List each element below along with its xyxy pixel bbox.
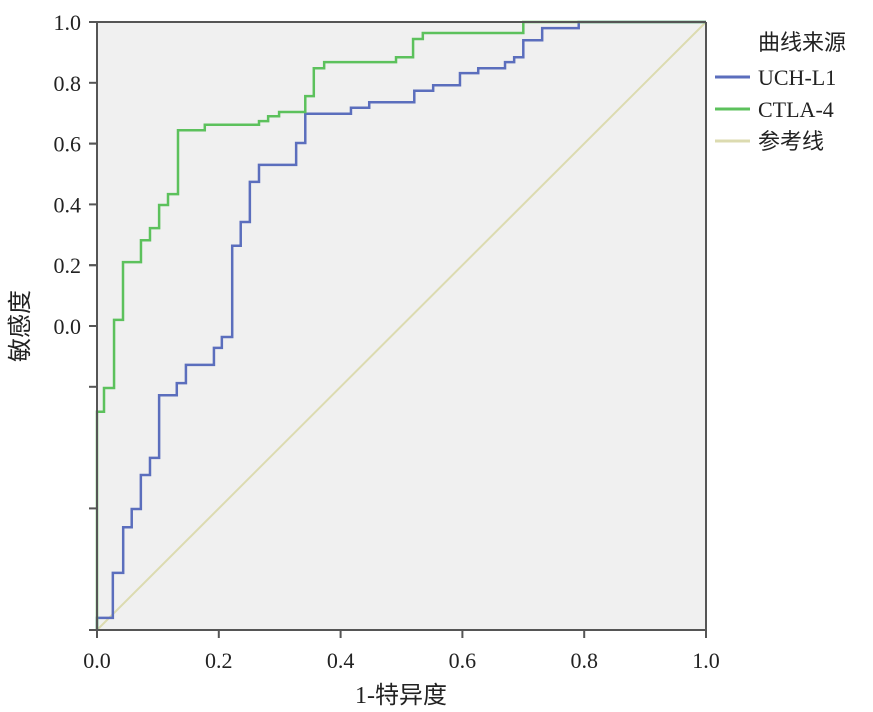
x-tick-label: 0.0	[83, 648, 111, 673]
legend-item-label: CTLA-4	[758, 97, 834, 122]
x-axis-label: 1-特异度	[355, 682, 447, 709]
x-tick-label: 0.4	[327, 648, 355, 673]
x-tick-label: 1.0	[692, 648, 720, 673]
y-tick-label: 0.2	[54, 253, 82, 278]
x-tick-label: 0.8	[570, 648, 598, 673]
y-tick-label: 0.8	[54, 71, 82, 96]
series-line-uch-l1	[95, 20, 706, 630]
legend-item-label: UCH-L1	[758, 65, 836, 90]
y-tick-label: 1.0	[54, 10, 82, 35]
y-tick-label: 0.4	[54, 192, 82, 217]
x-tick-label: 0.6	[449, 648, 477, 673]
series-line-	[96, 21, 707, 631]
legend-item-label: 参考线	[758, 129, 824, 154]
y-axis-label: 敏感度	[7, 290, 34, 362]
legend-title: 曲线来源	[758, 30, 846, 55]
y-tick-label: 0.6	[54, 132, 82, 157]
y-tick-label: 0.0	[54, 314, 82, 339]
series-line-ctla-4	[95, 20, 706, 630]
x-tick-label: 0.2	[205, 648, 233, 673]
